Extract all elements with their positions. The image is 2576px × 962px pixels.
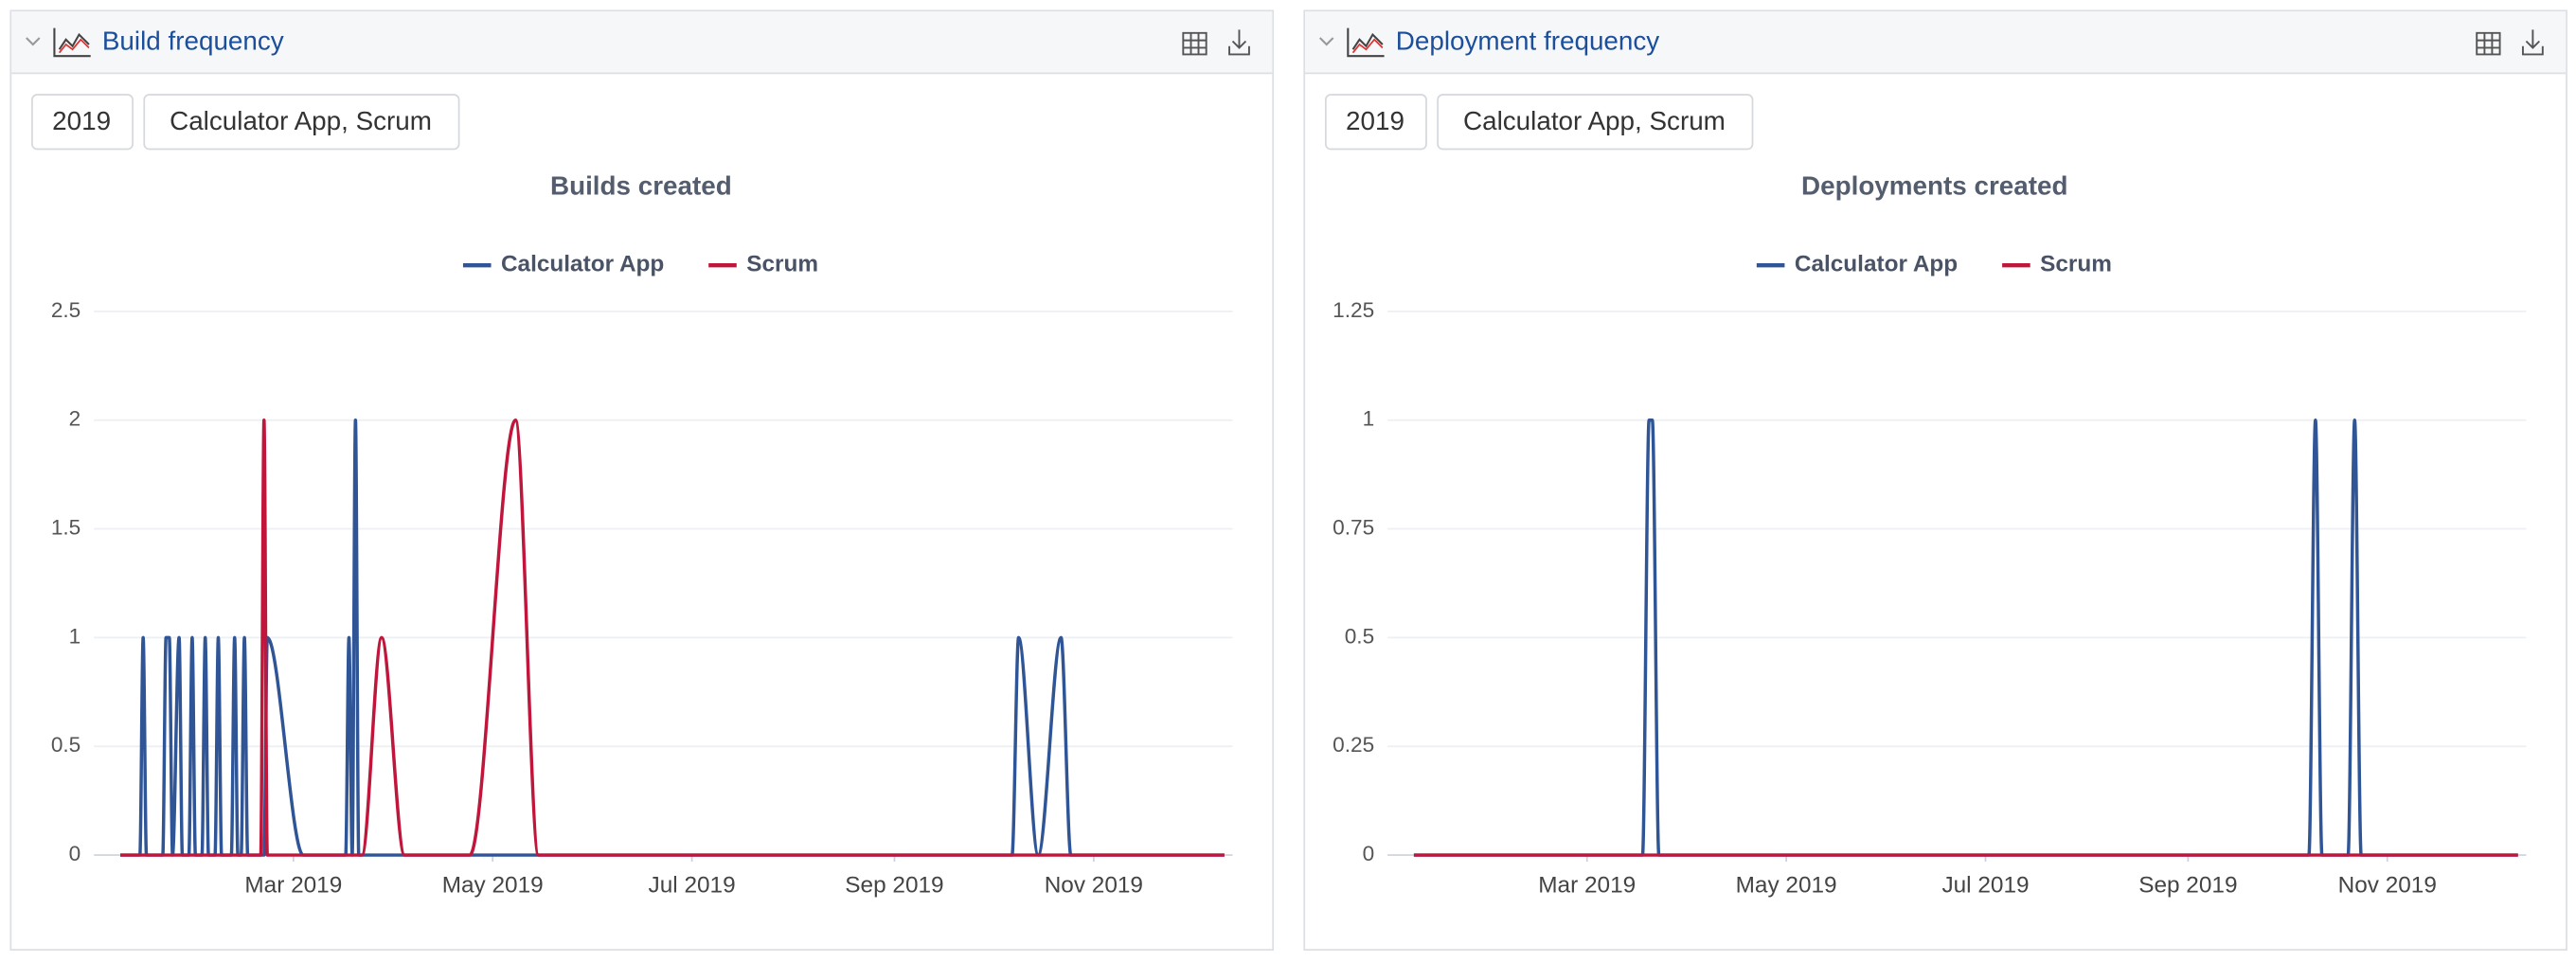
y-tick-label: 0 xyxy=(1363,842,1375,865)
chart-icon-accent xyxy=(58,38,90,54)
series-line xyxy=(1413,418,2518,857)
legend-label[interactable]: Calculator App xyxy=(501,252,664,277)
chart-icon xyxy=(1347,27,1385,58)
x-tick-label: Nov 2019 xyxy=(1045,873,1143,899)
y-tick-label: 2 xyxy=(69,407,81,431)
x-tick-label: Jul 2019 xyxy=(649,873,736,899)
content: Build frequency 2019 Calculator App, Scrum… xyxy=(9,9,2567,951)
panel-title[interactable]: Deployment frequency xyxy=(1396,27,1660,56)
download-icon[interactable] xyxy=(2521,29,2544,56)
panel-header xyxy=(11,11,1273,73)
y-tick-label: 1 xyxy=(69,624,81,648)
download-icon[interactable] xyxy=(1228,29,1250,56)
filter-button[interactable] xyxy=(1324,94,1427,151)
x-tick-label: Sep 2019 xyxy=(2138,873,2237,899)
y-tick-label: 1.5 xyxy=(51,516,80,540)
panel: Build frequency 2019 Calculator App, Scrum… xyxy=(9,9,1275,951)
x-tick-label: Mar 2019 xyxy=(244,873,342,899)
filter-button[interactable] xyxy=(143,94,460,151)
table-icon[interactable] xyxy=(2476,31,2501,56)
y-tick-label: 1.25 xyxy=(1333,298,1374,322)
series-line xyxy=(120,418,1225,857)
y-tick-label: 1 xyxy=(1363,407,1375,431)
collapse-chevron[interactable] xyxy=(1319,37,1334,46)
panel-header xyxy=(1305,11,2567,73)
x-tick-label: Nov 2019 xyxy=(2338,873,2437,899)
filter-label: 2019 xyxy=(1346,106,1404,135)
filter-label: 2019 xyxy=(52,106,111,135)
collapse-chevron[interactable] xyxy=(26,37,41,46)
y-tick-label: 0.5 xyxy=(51,733,80,757)
legend-label[interactable]: Scrum xyxy=(2040,252,2112,277)
legend-label[interactable]: Scrum xyxy=(746,252,818,277)
x-tick-label: May 2019 xyxy=(442,873,544,899)
panel-title[interactable]: Build frequency xyxy=(102,27,284,56)
y-tick-label: 2.5 xyxy=(51,298,80,322)
y-tick-label: 0 xyxy=(69,842,81,865)
chart-title: Deployments created xyxy=(1801,171,2067,201)
filter-label: Calculator App, Scrum xyxy=(1463,106,1726,135)
chart-icon xyxy=(53,27,91,58)
legend-label[interactable]: Calculator App xyxy=(1795,252,1958,277)
y-tick-label: 0.75 xyxy=(1333,516,1374,540)
panel-frame xyxy=(9,9,1275,951)
filter-button[interactable] xyxy=(1437,94,1754,151)
chart-title: Builds created xyxy=(550,171,732,201)
panel: Deployment frequency 2019 Calculator App, … xyxy=(1303,9,2567,951)
filter-label: Calculator App, Scrum xyxy=(170,106,432,135)
y-tick-label: 0.5 xyxy=(1345,624,1374,648)
filter-button[interactable] xyxy=(31,94,134,151)
chart-icon-accent xyxy=(1351,38,1384,54)
table-icon[interactable] xyxy=(1182,31,1208,56)
x-tick-label: Jul 2019 xyxy=(1941,873,2029,899)
x-tick-label: Mar 2019 xyxy=(1538,873,1636,899)
y-tick-label: 0.25 xyxy=(1333,733,1374,757)
panel-frame xyxy=(1303,9,2567,951)
x-tick-label: Sep 2019 xyxy=(845,873,943,899)
x-tick-label: May 2019 xyxy=(1736,873,1837,899)
